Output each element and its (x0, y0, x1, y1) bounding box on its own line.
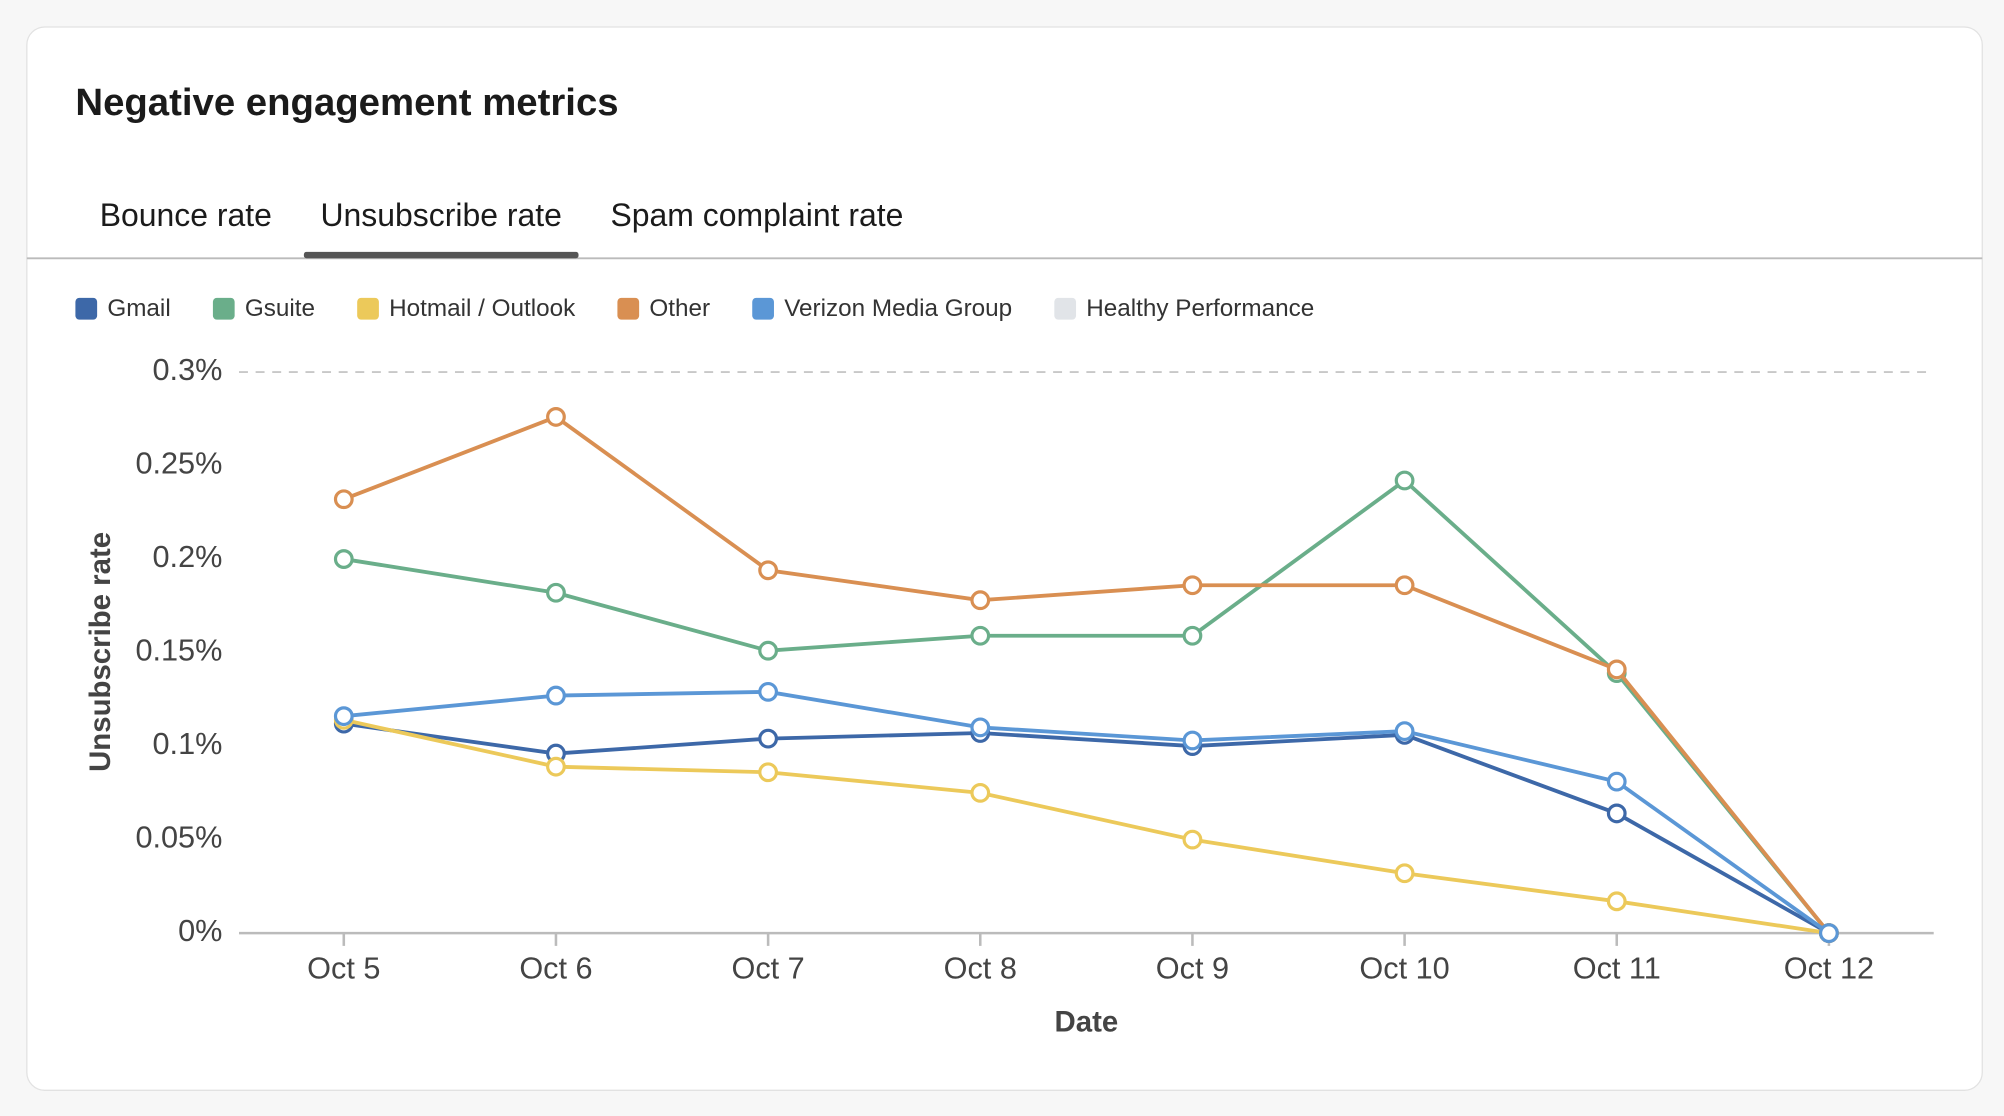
data-point (1606, 891, 1627, 912)
legend-label: Hotmail / Outlook (389, 295, 576, 322)
data-point (333, 489, 354, 510)
data-point (970, 590, 991, 611)
tab[interactable]: Spam complaint rate (610, 197, 903, 233)
legend-swatch (357, 297, 379, 320)
x-tick-label: Oct 8 (944, 951, 1017, 985)
data-point (546, 407, 566, 427)
y-tick-label: 0.25% (135, 447, 222, 481)
series-line (343, 414, 1831, 935)
data-point (546, 582, 566, 603)
data-point (758, 560, 779, 581)
data-point (1182, 730, 1203, 751)
data-point (758, 762, 779, 783)
card-title: Negative engagement metrics (75, 81, 618, 124)
x-tick-label: Oct 5 (307, 951, 380, 985)
x-tick-label: Oct 10 (1359, 951, 1449, 985)
legend-label: Verizon Media Group (784, 295, 1012, 322)
legend-swatch (1054, 297, 1077, 320)
series-line (343, 478, 1831, 935)
legend-swatch (752, 297, 774, 320)
legend-swatch (212, 297, 235, 320)
data-point (1182, 625, 1203, 646)
data-point (970, 625, 991, 646)
active-tab-indicator (303, 251, 579, 259)
data-point (1394, 575, 1415, 596)
data-point (1394, 470, 1415, 491)
x-tick-label: Oct 11 (1573, 951, 1661, 985)
data-point (758, 728, 779, 749)
data-point (333, 549, 354, 569)
y-tick-label: 0% (178, 914, 222, 948)
data-point (1606, 771, 1627, 792)
data-point (970, 782, 991, 803)
legend-label: Gsuite (245, 295, 315, 322)
data-point (1606, 659, 1627, 680)
x-axis-title: Date (1055, 1006, 1119, 1039)
tab[interactable]: Bounce rate (100, 197, 272, 233)
y-tick-label: 0.15% (135, 634, 222, 668)
x-tick-label: Oct 6 (519, 951, 592, 985)
data-point (1819, 923, 1839, 944)
data-point (1394, 863, 1415, 884)
data-point (758, 681, 779, 702)
legend-label: Other (649, 295, 710, 322)
y-tick-label: 0.3% (153, 353, 223, 387)
legend-label: Gmail (107, 295, 170, 322)
card (26, 26, 1983, 1091)
legend-label: Healthy Performance (1086, 295, 1314, 322)
data-point (546, 685, 566, 706)
data-point (546, 756, 566, 777)
data-point (1182, 575, 1203, 596)
data-point (333, 706, 354, 727)
y-axis-title: Unsubscribe rate (84, 532, 117, 772)
data-point (758, 640, 779, 661)
data-point (1606, 803, 1627, 824)
x-tick-label: Oct 12 (1784, 951, 1874, 985)
series-line (343, 721, 1830, 935)
x-tick-label: Oct 9 (1156, 951, 1229, 985)
y-tick-label: 0.1% (153, 727, 223, 761)
legend-swatch (617, 297, 640, 320)
data-point (1394, 721, 1415, 742)
y-tick-label: 0.05% (135, 821, 222, 855)
series-line (343, 689, 1831, 935)
legend-swatch (75, 297, 98, 320)
data-point (1182, 829, 1203, 850)
y-tick-label: 0.2% (153, 540, 223, 574)
x-tick-label: Oct 7 (731, 951, 804, 985)
series-line (343, 718, 1830, 936)
data-point (970, 717, 991, 738)
tab[interactable]: Unsubscribe rate (320, 197, 561, 233)
